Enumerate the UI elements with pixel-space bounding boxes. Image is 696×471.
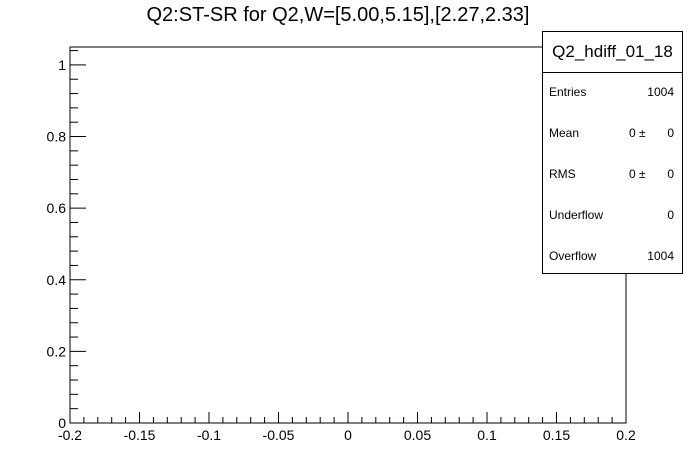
stats-box: Q2_hdiff_01_18 Entries 1004 Mean 0 ± 0 R… xyxy=(542,31,683,274)
underflow-label: Underflow xyxy=(549,208,604,222)
x-tick-label: 0.15 xyxy=(543,427,570,443)
mean-error: 0 xyxy=(667,126,674,140)
y-tick-label: 0.4 xyxy=(47,272,67,288)
y-tick-label: 0.2 xyxy=(47,343,67,359)
x-tick-label: -0.1 xyxy=(197,427,221,443)
rms-pm-sign: ± xyxy=(639,167,646,181)
y-tick-label: 0 xyxy=(58,415,66,431)
stats-row-underflow: Underflow 0 xyxy=(543,208,682,228)
stats-row-mean: Mean 0 ± 0 xyxy=(543,126,682,146)
stats-row-entries: Entries 1004 xyxy=(543,85,682,105)
mean-label: Mean xyxy=(549,126,580,140)
stats-row-rms: RMS 0 ± 0 xyxy=(543,167,682,187)
underflow-value: 0 xyxy=(667,208,674,222)
overflow-value: 1004 xyxy=(647,249,674,263)
stats-box-name: Q2_hdiff_01_18 xyxy=(543,32,682,73)
rms-label: RMS xyxy=(549,167,576,181)
y-tick-label: 0.8 xyxy=(47,129,67,145)
rms-error: 0 xyxy=(667,167,674,181)
rms-value: 0 xyxy=(629,167,636,181)
x-tick-label: 0.1 xyxy=(477,427,497,443)
entries-value: 1004 xyxy=(647,85,674,99)
x-tick-label: 0.2 xyxy=(616,427,636,443)
overflow-label: Overflow xyxy=(549,249,597,263)
stats-row-overflow: Overflow 1004 xyxy=(543,249,682,269)
x-tick-label: -0.2 xyxy=(58,427,82,443)
chart-title: Q2:ST-SR for Q2,W=[5.00,5.15],[2.27,2.33… xyxy=(146,4,530,26)
x-tick-label: 0.05 xyxy=(404,427,431,443)
mean-pm-sign: ± xyxy=(639,126,646,140)
mean-value: 0 xyxy=(629,126,636,140)
entries-label: Entries xyxy=(549,85,587,99)
x-tick-label: 0 xyxy=(344,427,352,443)
x-tick-label: -0.05 xyxy=(263,427,295,443)
x-tick-label: -0.15 xyxy=(124,427,156,443)
y-tick-label: 0.6 xyxy=(47,200,67,216)
y-tick-label: 1 xyxy=(58,57,66,73)
